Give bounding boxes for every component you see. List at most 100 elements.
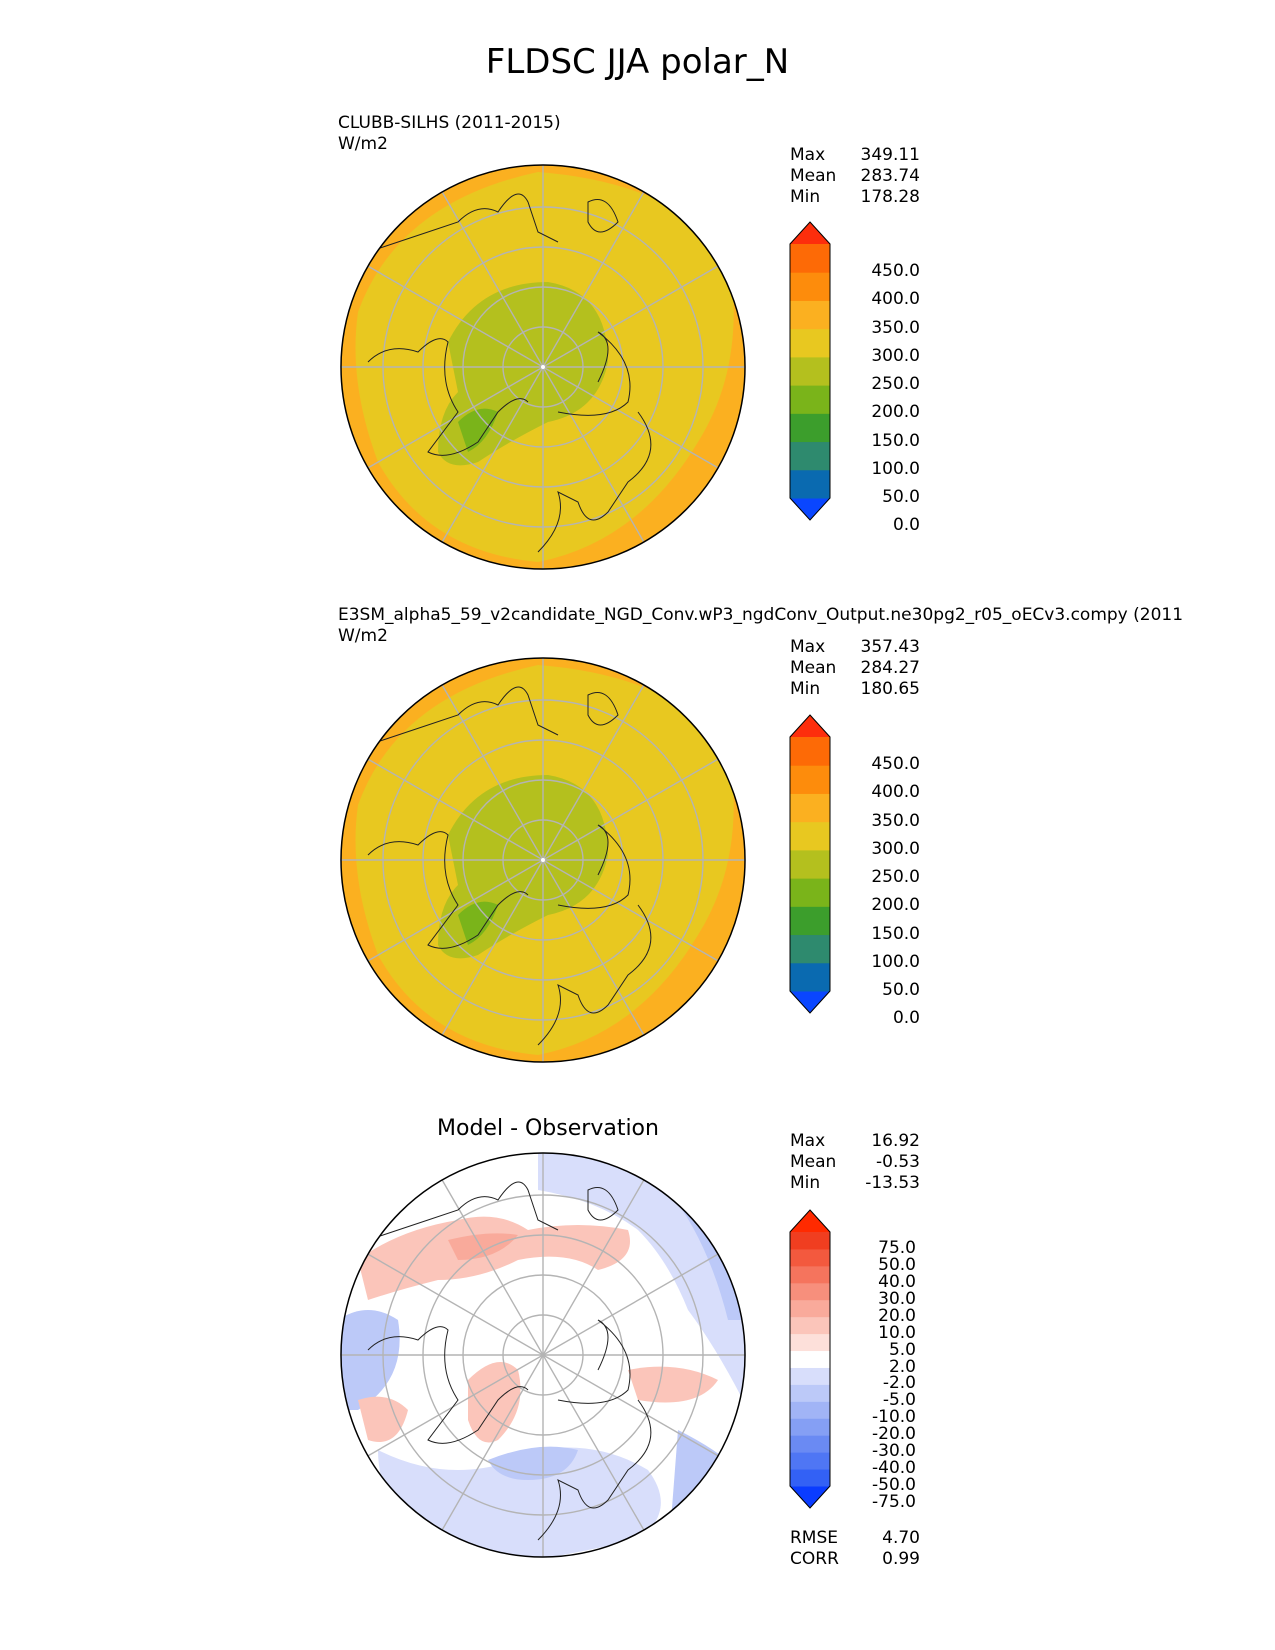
colorbar-extend-min (790, 1486, 830, 1508)
colorbar-tick-label: -75.0 (872, 1491, 916, 1512)
colorbar-segment (790, 793, 830, 823)
stat-max: Max 349.11 (790, 145, 920, 165)
colorbar-extend-max (790, 1210, 830, 1232)
colorbar-extend-min (790, 498, 830, 520)
colorbar-segment (790, 906, 830, 936)
panel-1-stats: Max 349.11 Mean 283.74 Min 178.28 (790, 145, 920, 208)
diff-metrics: RMSE 4.70 CORR 0.99 (790, 1528, 920, 1570)
colorbar-segment (790, 385, 830, 414)
colorbar-tick-label: 40.0 (878, 1271, 916, 1292)
colorbar-tick-label: 350.0 (871, 317, 920, 338)
colorbar-tick-label: 5.0 (888, 1339, 916, 1360)
colorbar-tick-label: 0.0 (892, 515, 920, 536)
diff-colorbar-ticks: 75.0 50.0 40.0 30.0 20.0 10.0 5.0 2.0 -2.0 -5.0 -1… (836, 1210, 916, 1512)
colorbar-segment (790, 441, 830, 471)
colorbar-tick-label: 250.0 (871, 867, 920, 888)
stat-mean: Mean 283.74 (790, 166, 920, 186)
diff-stats: Max 16.92 Mean -0.53 Min -13.53 (790, 1131, 920, 1194)
colorbar-tick-label: 400.0 (871, 782, 920, 803)
stat-min: Min 178.28 (790, 187, 920, 207)
colorbar-tick-label: 0.0 (892, 1008, 920, 1029)
colorbar-segment (790, 1367, 830, 1385)
panel-1-label: CLUBB-SILHS (2011-2015) W/m2 (338, 113, 561, 155)
colorbar-segment (790, 356, 830, 386)
panel-1-case-name: CLUBB-SILHS (2011-2015) (338, 113, 561, 133)
colorbar-tick-label: 400.0 (871, 289, 920, 310)
colorbar-segment (790, 1350, 830, 1368)
colorbar-segment (790, 1418, 830, 1436)
colorbar-tick-label: -10.0 (872, 1407, 916, 1428)
colorbar-tick-label: 300.0 (871, 838, 920, 859)
colorbar-tick-label: 100.0 (871, 458, 920, 479)
stat-min: Min 180.65 (790, 679, 920, 699)
colorbar-segment (790, 878, 830, 907)
stat-min: Min -13.53 (790, 1173, 920, 1193)
colorbar-tick-label: 150.0 (871, 923, 920, 944)
colorbar-tick-label: 10.0 (878, 1322, 916, 1343)
colorbar-segment (790, 1265, 830, 1284)
colorbar-segment (790, 821, 830, 851)
colorbar-tick-label: 50.0 (882, 980, 920, 1000)
colorbar-segment (790, 1333, 830, 1352)
colorbar-tick-label: -30.0 (872, 1441, 916, 1462)
colorbar-tick-label: 50.0 (882, 487, 920, 507)
diff-polar-map (340, 1152, 746, 1558)
stat-max: Max 357.43 (790, 637, 920, 657)
colorbar-segment (790, 300, 830, 330)
colorbar-tick-label: -50.0 (872, 1475, 916, 1495)
metric-rmse: RMSE 4.70 (790, 1528, 920, 1548)
colorbar-tick-label: 450.0 (871, 261, 920, 282)
colorbar-tick-label: -40.0 (872, 1458, 916, 1479)
colorbar-tick-label: 300.0 (871, 345, 920, 366)
colorbar-tick-label: -5.0 (882, 1390, 916, 1411)
colorbar-segment (790, 328, 830, 358)
colorbar-segment (790, 1452, 830, 1470)
panel-2-colorbar-ticks: 450.0 400.0 350.0 300.0 250.0 200.0 150.0 100.0… (840, 715, 920, 1027)
colorbar-segment (790, 244, 830, 273)
colorbar-segment (790, 737, 830, 766)
panel-2-colorbar (789, 714, 831, 1014)
colorbar-segment (790, 1401, 830, 1419)
panel-2-label: E3SM_alpha5_59_v2candidate_NGD_Conv.wP3_… (338, 605, 1183, 647)
panel-1-units: W/m2 (338, 134, 388, 154)
stat-mean: Mean 284.27 (790, 658, 920, 678)
metric-corr: CORR 0.99 (790, 1549, 920, 1569)
colorbar-tick-label: 200.0 (871, 402, 920, 423)
colorbar-tick-label: 50.0 (878, 1254, 916, 1275)
colorbar-outline (789, 1209, 831, 1509)
colorbar-tick-label: -2.0 (882, 1373, 916, 1394)
colorbar-tick-label: 100.0 (871, 951, 920, 972)
colorbar-extend-max (790, 222, 830, 244)
panel-2-polar-map (340, 657, 746, 1063)
diff-colorbar (789, 1209, 831, 1509)
colorbar-segment (790, 934, 830, 964)
colorbar-tick-label: 20.0 (878, 1305, 916, 1326)
colorbar-segment (790, 849, 830, 879)
colorbar-outline (789, 221, 831, 521)
colorbar-segment (790, 1384, 830, 1402)
diff-panel-title: Model - Observation (437, 1116, 659, 1141)
colorbar-segment (790, 1435, 830, 1453)
colorbar-tick-label: 450.0 (871, 754, 920, 775)
colorbar-tick-label: 250.0 (871, 374, 920, 395)
panel-1-polar-map (340, 164, 746, 570)
colorbar-segment (790, 1282, 830, 1301)
colorbar-extend-min (790, 991, 830, 1013)
colorbar-tick-label: 2.0 (888, 1356, 916, 1377)
colorbar-segment (790, 272, 830, 301)
panel-2-case-name: E3SM_alpha5_59_v2candidate_NGD_Conv.wP3_… (338, 605, 1184, 625)
colorbar-segment (790, 413, 830, 443)
figure-title: FLDSC JJA polar_N (485, 42, 790, 82)
colorbar-segment (790, 962, 830, 992)
colorbar-outline (789, 714, 831, 1014)
colorbar-tick-label: 75.0 (878, 1237, 916, 1258)
panel-2-units: W/m2 (338, 626, 388, 646)
colorbar-segment (790, 1232, 830, 1250)
colorbar-extend-max (790, 715, 830, 737)
colorbar-tick-label: -20.0 (872, 1424, 916, 1445)
colorbar-segment (790, 469, 830, 499)
colorbar-segment (790, 1248, 830, 1267)
panel-1-colorbar-ticks: 450.0 400.0 350.0 300.0 250.0 200.0 150.0 100.0… (840, 222, 920, 534)
colorbar-tick-label: 30.0 (878, 1288, 916, 1309)
colorbar-segment (790, 765, 830, 794)
